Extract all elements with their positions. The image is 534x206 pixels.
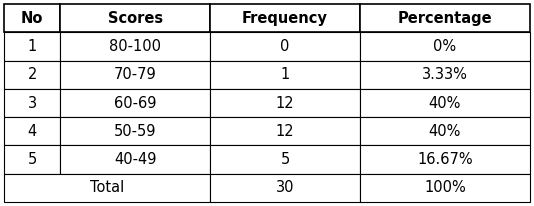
Bar — [4, 145, 60, 174]
Text: Scores: Scores — [108, 11, 163, 26]
Text: No: No — [21, 11, 43, 26]
Text: 5: 5 — [28, 152, 37, 167]
Bar — [210, 145, 360, 174]
Bar — [4, 32, 60, 61]
Bar — [210, 89, 360, 117]
Text: 40%: 40% — [429, 124, 461, 139]
Text: 40%: 40% — [429, 96, 461, 110]
Bar — [4, 117, 60, 145]
Text: 0: 0 — [280, 39, 290, 54]
Bar — [4, 4, 60, 32]
Text: 16.67%: 16.67% — [417, 152, 473, 167]
Text: 70-79: 70-79 — [114, 67, 156, 82]
Text: 12: 12 — [276, 96, 294, 110]
Bar — [360, 174, 530, 202]
Bar — [360, 89, 530, 117]
Bar — [4, 174, 210, 202]
Text: Percentage: Percentage — [398, 11, 492, 26]
Bar — [60, 145, 210, 174]
Text: 4: 4 — [28, 124, 37, 139]
Text: 100%: 100% — [424, 180, 466, 195]
Text: 1: 1 — [280, 67, 289, 82]
Text: Total: Total — [90, 180, 124, 195]
Bar — [360, 4, 530, 32]
Bar — [360, 117, 530, 145]
Bar — [210, 61, 360, 89]
Text: 1: 1 — [28, 39, 37, 54]
Text: 12: 12 — [276, 124, 294, 139]
Text: 80-100: 80-100 — [109, 39, 161, 54]
Bar — [360, 32, 530, 61]
Bar — [210, 4, 360, 32]
Text: 30: 30 — [276, 180, 294, 195]
Bar — [60, 32, 210, 61]
Bar — [360, 61, 530, 89]
Text: 0%: 0% — [434, 39, 457, 54]
Bar — [60, 89, 210, 117]
Bar — [360, 145, 530, 174]
Text: 40-49: 40-49 — [114, 152, 156, 167]
Bar — [210, 32, 360, 61]
Text: 3: 3 — [28, 96, 37, 110]
Bar — [4, 89, 60, 117]
Bar — [60, 4, 210, 32]
Text: 60-69: 60-69 — [114, 96, 156, 110]
Text: 2: 2 — [27, 67, 37, 82]
Bar — [60, 117, 210, 145]
Bar — [60, 61, 210, 89]
Bar — [210, 117, 360, 145]
Text: Frequency: Frequency — [242, 11, 328, 26]
Text: 50-59: 50-59 — [114, 124, 156, 139]
Bar — [210, 174, 360, 202]
Text: 3.33%: 3.33% — [422, 67, 468, 82]
Bar — [4, 61, 60, 89]
Text: 5: 5 — [280, 152, 289, 167]
